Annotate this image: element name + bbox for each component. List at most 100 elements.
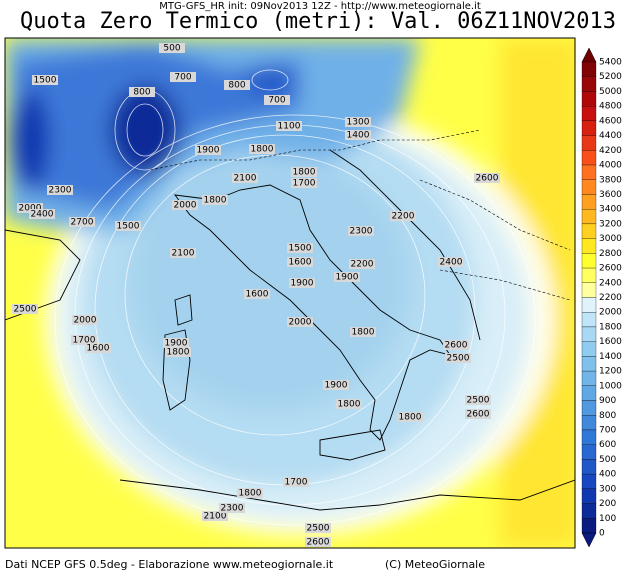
contour-label-box: [287, 257, 313, 267]
contour-label: 2000: [289, 318, 312, 328]
contour-label: 1700: [293, 179, 316, 189]
contour-label: 1900: [336, 273, 359, 283]
colorbar-swatch: [581, 326, 597, 342]
contour-label: 2000: [19, 204, 42, 214]
colorbar-swatch: [581, 253, 597, 269]
contour-label: 1600: [87, 344, 110, 354]
colorbar: 5400520050004800460044004200400038003600…: [581, 47, 622, 548]
contour-label-box: [172, 200, 198, 210]
colorbar-label: 5000: [599, 87, 622, 97]
contour-label: 2500: [447, 354, 470, 364]
colorbar-label: 3200: [599, 219, 622, 229]
colorbar-label: 200: [599, 499, 616, 509]
colorbar-label: 3800: [599, 175, 622, 185]
contour-label-box: [71, 335, 97, 345]
contour-label: 2500: [307, 524, 330, 534]
contour-label-box: [465, 395, 491, 405]
contour-label-box: [287, 243, 313, 253]
contour-label: 2100: [172, 249, 195, 259]
contour-label: 1500: [117, 222, 140, 232]
colorbar-swatch: [581, 429, 597, 445]
colorbar-swatch: [581, 91, 597, 107]
contour-label-box: [202, 195, 228, 205]
colorbar-label: 0: [599, 529, 605, 539]
contour-label: 1800: [239, 489, 262, 499]
colorbar-swatch: [581, 473, 597, 489]
contour-label-box: [85, 343, 111, 353]
contour-label-box: [249, 144, 275, 154]
contour-label: 1900: [325, 381, 348, 391]
colorbar-swatch: [581, 209, 597, 225]
contour-label: 2300: [221, 504, 244, 514]
colorbar-swatch: [581, 370, 597, 386]
contour-label-box: [237, 488, 263, 498]
colorbar-swatch: [581, 164, 597, 180]
contour-label: 700: [174, 73, 191, 83]
colorbar-swatch: [581, 415, 597, 431]
contour-label-box: [348, 226, 374, 236]
contour-label-box: [334, 272, 360, 282]
colorbar-label: 3000: [599, 234, 622, 244]
contour-label-box: [323, 380, 349, 390]
colorbar-swatch: [581, 106, 597, 122]
contour-label: 2500: [14, 305, 37, 315]
contour-label-box: [72, 315, 98, 325]
contour-label-box: [170, 72, 196, 82]
colorbar-arrow: [581, 532, 597, 548]
colorbar-label: 5400: [599, 58, 622, 68]
colorbar-swatch: [581, 61, 597, 77]
contour-label: 1800: [399, 413, 422, 423]
contour-label: 2000: [174, 201, 197, 211]
colorbar-swatch: [581, 400, 597, 416]
footer-left: Dati NCEP GFS 0.5deg - Elaborazione www.…: [5, 558, 334, 571]
colorbar-swatch: [581, 150, 597, 166]
colorbar-label: 2800: [599, 249, 622, 259]
contour-label: 2600: [307, 538, 330, 548]
contour-label-box: [443, 340, 469, 350]
colorbar-label: 500: [599, 455, 616, 465]
contour-label: 2400: [440, 258, 463, 268]
colorbar-label: 1200: [599, 367, 622, 377]
colorbar-swatch: [581, 385, 597, 401]
contour-label-box: [195, 145, 221, 155]
contour-label-box: [264, 95, 290, 105]
contour-label: 2700: [71, 218, 94, 228]
contour-label-box: [336, 399, 362, 409]
contour-label-box: [345, 130, 371, 140]
colorbar-swatch: [581, 356, 597, 372]
contour-label: 1800: [167, 348, 190, 358]
colorbar-label: 2600: [599, 264, 622, 274]
colorbar-swatch: [581, 76, 597, 92]
contour-label: 1800: [251, 145, 274, 155]
contour-label-box: [291, 178, 317, 188]
colorbar-swatch: [581, 341, 597, 357]
contour-label-box: [32, 75, 58, 85]
colorbar-swatch: [581, 444, 597, 460]
colorbar-swatch: [581, 194, 597, 210]
contour-label: 2300: [49, 186, 72, 196]
contour-label: 800: [228, 81, 245, 91]
contour-label: 1100: [278, 122, 301, 132]
contour-label: 1800: [338, 400, 361, 410]
colorbar-label: 300: [599, 484, 616, 494]
contour-label: 800: [133, 88, 150, 98]
colorbar-label: 1400: [599, 352, 622, 362]
contour-label-box: [438, 257, 464, 267]
colorbar-label: 4800: [599, 102, 622, 112]
contour-label-box: [291, 167, 317, 177]
contour-label-box: [47, 185, 73, 195]
contour-label-box: [244, 289, 270, 299]
colorbar-label: 1600: [599, 337, 622, 347]
contour-label: 1600: [246, 290, 269, 300]
contour-label-box: [390, 211, 416, 221]
colorbar-label: 600: [599, 440, 616, 450]
colorbar-label: 1000: [599, 381, 622, 391]
colorbar-swatch: [581, 223, 597, 239]
colorbar-label: 900: [599, 396, 616, 406]
map-frame: [4, 37, 576, 549]
contour-label-box: [276, 121, 302, 131]
contour-label-box: [29, 209, 55, 219]
colorbar-label: 3600: [599, 190, 622, 200]
contour-label: 1700: [285, 478, 308, 488]
